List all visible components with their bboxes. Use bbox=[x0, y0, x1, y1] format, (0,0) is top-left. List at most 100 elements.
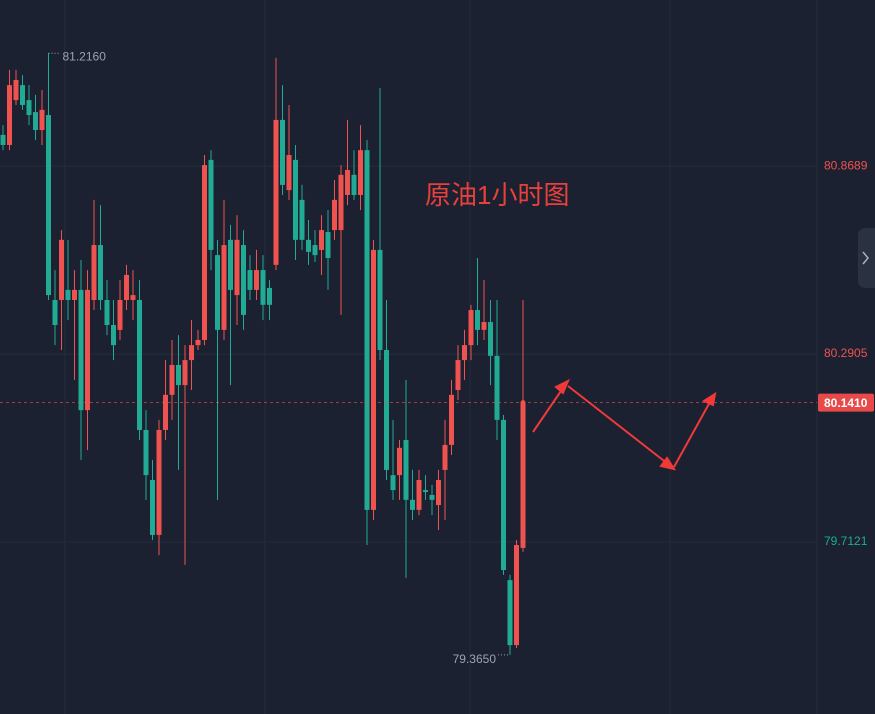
candle-body bbox=[254, 270, 259, 290]
collapse-tab[interactable] bbox=[858, 228, 875, 288]
candle-body bbox=[390, 475, 396, 491]
candle-body bbox=[7, 85, 12, 145]
y-tick-label: 79.7121 bbox=[824, 534, 868, 548]
current-price-label: 80.1410 bbox=[824, 396, 868, 410]
candle-body bbox=[423, 490, 428, 493]
candle-body bbox=[195, 339, 201, 346]
candle-body bbox=[462, 345, 467, 361]
candle-body bbox=[39, 109, 45, 130]
candle-body bbox=[449, 394, 454, 445]
candle-body bbox=[130, 295, 136, 300]
arrow-head bbox=[659, 456, 677, 471]
candle-body bbox=[403, 440, 409, 500]
candle-body bbox=[397, 447, 402, 476]
candle-body bbox=[507, 580, 513, 646]
tab-background[interactable] bbox=[858, 228, 875, 288]
candle-body bbox=[514, 545, 519, 646]
candle-body bbox=[267, 287, 272, 305]
candle-body bbox=[488, 322, 493, 356]
current-price-dot bbox=[520, 400, 526, 406]
candle-body bbox=[273, 119, 279, 265]
candle-body bbox=[228, 239, 233, 290]
candle-body bbox=[111, 324, 116, 346]
candle-body bbox=[85, 289, 90, 411]
candle-body bbox=[52, 299, 58, 325]
candle-body bbox=[377, 249, 383, 351]
candle-body bbox=[345, 169, 350, 195]
candle-body bbox=[163, 394, 168, 430]
candle-body bbox=[202, 165, 207, 340]
candle-body bbox=[260, 270, 266, 305]
candle-body bbox=[429, 494, 435, 500]
candle-body bbox=[442, 444, 448, 470]
candle-body bbox=[293, 159, 298, 240]
candle-body bbox=[468, 310, 474, 346]
arrow-line bbox=[673, 401, 711, 468]
candle-body bbox=[358, 150, 363, 195]
candle-body bbox=[182, 360, 188, 386]
arrow-line bbox=[567, 385, 669, 465]
candle-body bbox=[221, 245, 227, 330]
candle-body bbox=[481, 322, 487, 330]
forecast-arrows bbox=[532, 378, 717, 471]
arrow-line bbox=[532, 387, 564, 433]
candle-body bbox=[306, 239, 311, 252]
candle-body bbox=[91, 245, 97, 300]
current-price-box bbox=[818, 393, 874, 412]
candle-body bbox=[299, 199, 305, 240]
candle-body bbox=[312, 245, 318, 256]
candle-body bbox=[520, 402, 526, 548]
candle-body bbox=[241, 245, 246, 315]
candle-body bbox=[78, 289, 84, 411]
candle-body bbox=[475, 310, 480, 330]
candle-body bbox=[416, 480, 422, 510]
candle-body bbox=[455, 360, 461, 390]
candle-body bbox=[13, 79, 19, 101]
candle-body bbox=[20, 85, 25, 105]
candle-body bbox=[104, 299, 110, 325]
arrow-head bbox=[554, 378, 570, 395]
candle-body bbox=[46, 115, 51, 296]
candle-body bbox=[319, 230, 324, 250]
candle-body bbox=[143, 429, 149, 476]
low-label: 79.3650 bbox=[453, 652, 497, 666]
candles bbox=[0, 53, 526, 655]
arrow-head bbox=[701, 391, 717, 407]
vertical-grid bbox=[64, 0, 818, 714]
candle-body bbox=[176, 364, 181, 386]
candle-body bbox=[124, 274, 129, 300]
candle-body bbox=[137, 299, 142, 430]
candle-body bbox=[325, 232, 331, 259]
candle-body bbox=[371, 249, 376, 510]
high-label: 81.2160 bbox=[63, 49, 107, 63]
candle-body bbox=[436, 480, 441, 506]
chart-title: 原油1小时图 bbox=[425, 180, 569, 210]
candle-body bbox=[364, 150, 370, 510]
candle-body bbox=[189, 345, 194, 361]
candle-body bbox=[156, 429, 162, 535]
candle-body bbox=[280, 119, 285, 185]
tab-icon[interactable] bbox=[862, 251, 869, 265]
candle-body bbox=[33, 112, 38, 130]
candle-body bbox=[117, 299, 123, 330]
candle-body bbox=[247, 270, 253, 290]
candle-body bbox=[0, 134, 6, 145]
candle-body bbox=[208, 159, 214, 250]
candle-body bbox=[98, 245, 103, 300]
candle-body bbox=[150, 480, 155, 535]
candle-body bbox=[234, 239, 240, 296]
candle-body bbox=[410, 499, 415, 510]
candle-body bbox=[286, 155, 292, 191]
candle-body bbox=[65, 289, 71, 300]
candle-body bbox=[169, 364, 175, 395]
candle-body bbox=[332, 199, 337, 231]
candle-body bbox=[501, 419, 506, 571]
candle-body bbox=[494, 355, 500, 420]
candle-body bbox=[215, 255, 220, 330]
candle-body bbox=[338, 174, 344, 231]
candle-body bbox=[351, 174, 357, 195]
candle-body bbox=[72, 289, 77, 300]
y-tick-label: 80.2905 bbox=[824, 346, 868, 360]
candle-body bbox=[26, 100, 32, 116]
